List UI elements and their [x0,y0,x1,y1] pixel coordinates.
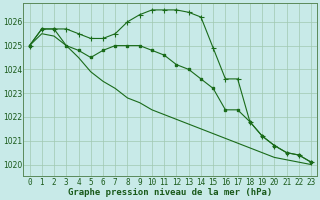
X-axis label: Graphe pression niveau de la mer (hPa): Graphe pression niveau de la mer (hPa) [68,188,272,197]
